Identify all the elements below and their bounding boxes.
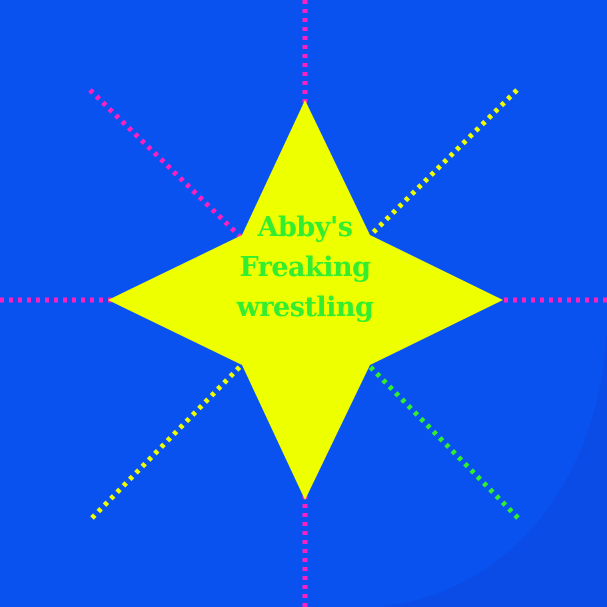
corner-shape — [380, 330, 607, 607]
four-point-star — [108, 100, 503, 500]
logo-line-3: wrestling — [236, 292, 374, 323]
logo-line-2: Freaking — [239, 252, 371, 283]
logo-line-1: Abby's — [257, 212, 353, 243]
logo-text: Abby's Freaking wrestling — [205, 208, 405, 328]
